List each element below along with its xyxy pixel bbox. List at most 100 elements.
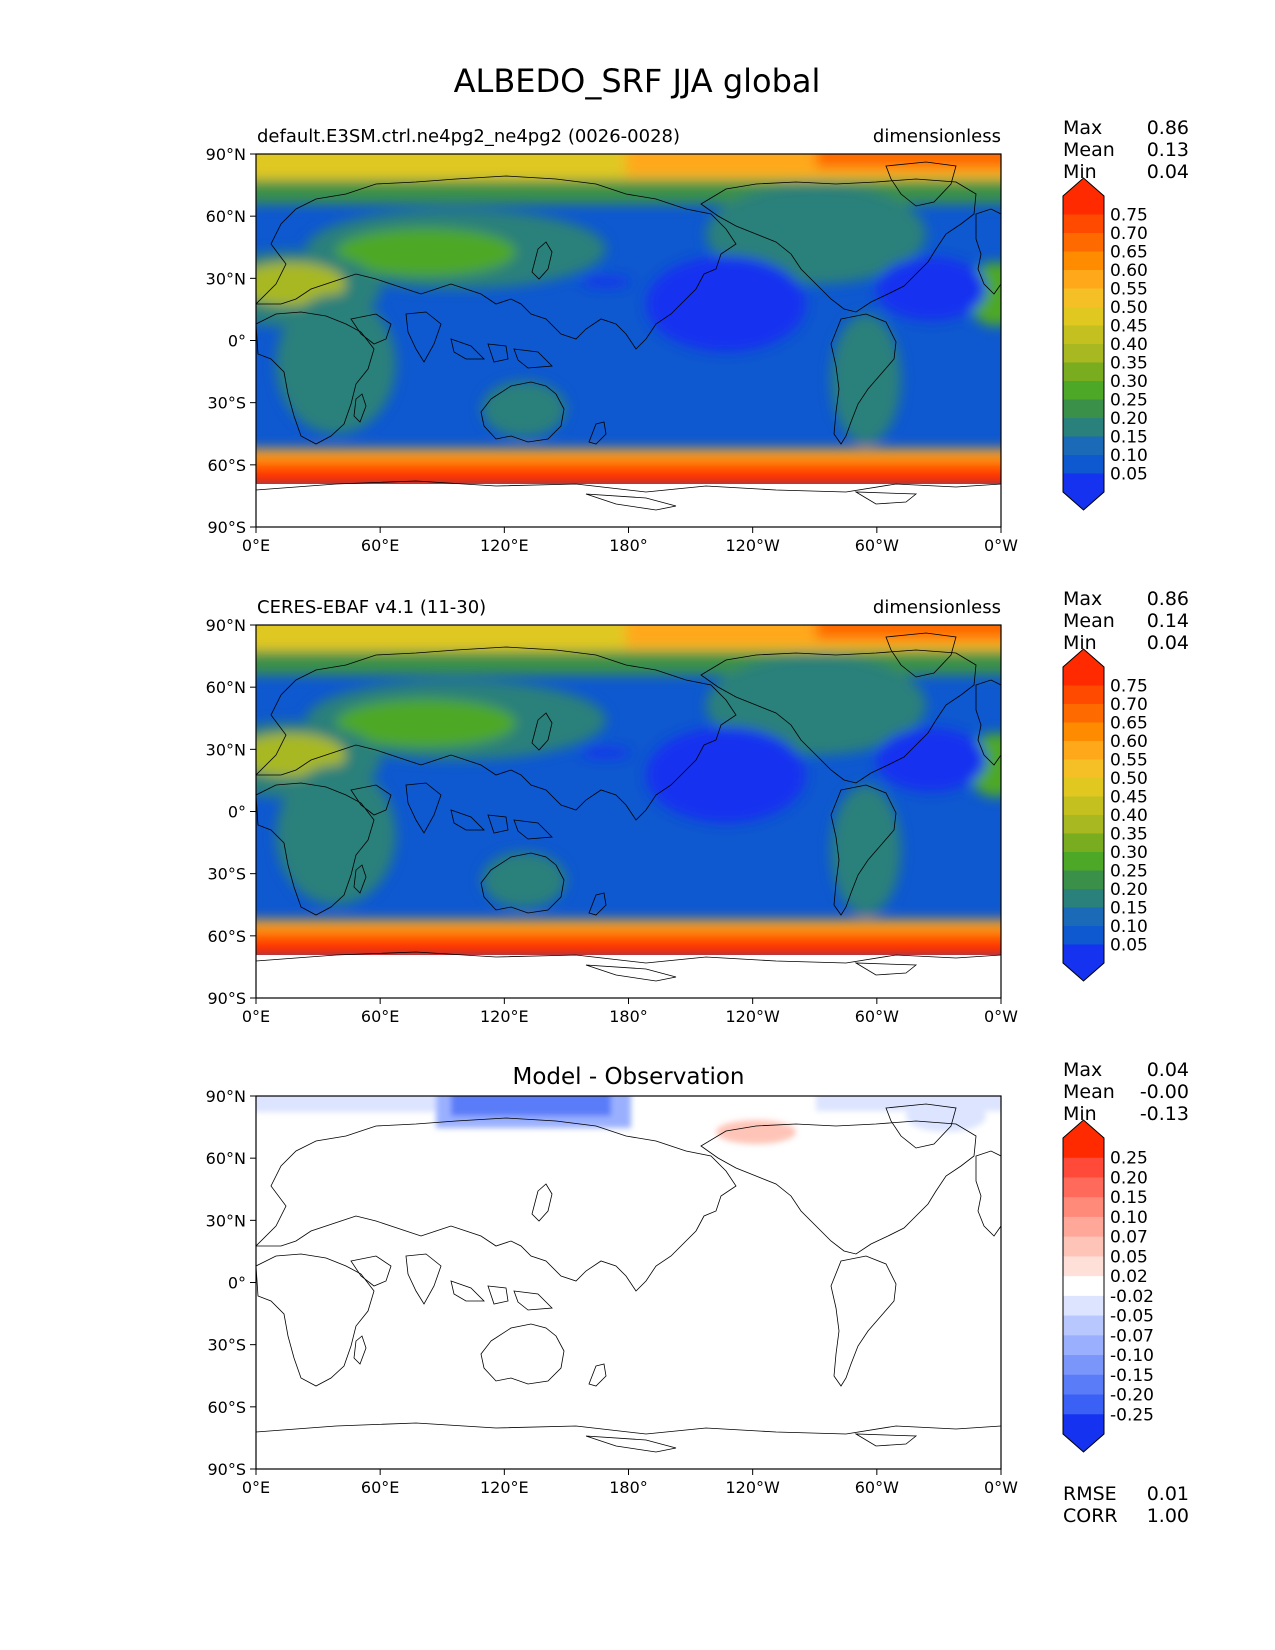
lat-tick-label: 60°S [207,456,246,475]
colorbar-swatch [1063,852,1104,871]
colorbar-swatch [1063,270,1104,289]
colorbar-tick-label: -0.02 [1110,1287,1154,1307]
colorbar-swatch [1063,399,1104,419]
colorbar-swatch [1063,251,1104,271]
lat-tick-label: 90°S [207,1460,246,1479]
lon-tick-label: 180° [609,536,648,555]
lat-tick-label: 90°N [206,145,246,164]
lon-tick-label: 0°E [242,536,270,555]
stat-label-rmse: RMSE [1063,1483,1117,1505]
colorbar-tick-label: 0.70 [1110,224,1148,244]
lon-tick-label: 0°E [242,1478,270,1497]
colorbar-outline [1062,648,1105,982]
colorbar-swatch [1063,722,1104,742]
colorbar-tick-label: 0.25 [1110,1149,1148,1169]
colorbar-tick-label: 0.40 [1110,335,1148,355]
colorbar-extend-max [1063,1120,1104,1138]
colorbar-tick-label: 0.30 [1110,372,1148,392]
colorbar-swatch [1063,1138,1104,1159]
colorbar-swatch [1063,685,1104,705]
stat-value-max: 0.04 [1147,1059,1189,1081]
colorbar-swatch [1063,833,1104,853]
colorbar-tick-label: -0.07 [1110,1326,1154,1346]
lon-tick-label: 180° [609,1478,648,1497]
lon-tick-label: 60°E [361,536,399,555]
colorbar-swatch [1063,233,1104,252]
lon-tick-label: 120°W [725,536,780,555]
colorbar-tick-label: 0.10 [1110,446,1148,466]
colorbar-swatch [1063,759,1104,779]
map-field [256,134,1001,527]
lon-tick-label: 60°W [855,1478,899,1497]
colorbar-tick-label: 0.50 [1110,298,1148,318]
lon-tick-label: 0°E [242,1007,270,1026]
lon-tick-label: 60°W [855,536,899,555]
stat-label-min: Min [1063,632,1097,654]
colorbar-tick-label: 0.55 [1110,280,1148,300]
colorbar-tick-label: 0.35 [1110,354,1148,374]
colorbar-tick-label: 0.30 [1110,843,1148,863]
colorbar-swatch [1063,870,1104,890]
colorbar-swatch [1063,1276,1104,1297]
lon-tick-label: 60°E [361,1007,399,1026]
lon-tick-label: 120°E [480,1007,529,1026]
colorbar-tick-label: 0.20 [1110,1168,1148,1188]
colorbar-swatch [1063,381,1104,400]
colorbar-swatch [1063,778,1104,797]
colorbar-swatch [1063,1256,1104,1277]
lat-tick-label: 90°S [207,518,246,537]
colorbar-swatch [1063,473,1104,493]
panel-units: dimensionless [873,126,1001,147]
colorbar-swatch [1063,889,1104,908]
colorbar-swatch [1063,288,1104,308]
colorbar-tick-label: 0.20 [1110,880,1148,900]
colorbar-swatch [1063,667,1104,686]
colorbar-tick-label: 0.15 [1110,899,1148,919]
colorbar-swatch [1063,1216,1104,1238]
stat-label-max: Max [1063,588,1102,610]
colorbar-swatch [1063,907,1104,927]
colorbar-extend-max [1063,178,1104,196]
lon-tick-label: 60°E [361,1478,399,1497]
lat-tick-label: 30°N [206,740,246,759]
stat-value-mean: 0.14 [1147,610,1189,632]
lon-tick-label: 60°W [855,1007,899,1026]
panel-title: Model - Observation [512,1064,744,1090]
colorbar-extend-min [1063,1434,1104,1452]
colorbar-tick-label: -0.15 [1110,1366,1154,1386]
map-panel-3: Model - Observation 90°N 60°N 30°N 0° 30°S 60°… [206,1059,1189,1527]
colorbar-swatch [1063,944,1104,964]
lat-tick-label: 0° [228,803,246,822]
lon-tick-label: 0°W [984,1007,1018,1026]
panel-title: CERES-EBAF v4.1 (11-30) [257,597,486,618]
lat-tick-label: 60°N [206,1149,246,1168]
colorbar-swatch [1063,926,1104,945]
colorbar-tick-label: 0.75 [1110,677,1148,697]
colorbar-swatch [1063,1315,1104,1336]
colorbar-tick-label: 0.05 [1110,1247,1148,1267]
colorbar-tick-label: 0.45 [1110,317,1148,337]
stat-value-min: -0.13 [1140,1103,1189,1125]
stat-value-min: 0.04 [1147,161,1189,183]
lat-tick-label: 60°S [207,927,246,946]
colorbar-swatch [1063,307,1104,326]
colorbar-swatch [1063,1236,1104,1257]
lon-tick-label: 180° [609,1007,648,1026]
colorbar-swatch [1063,1295,1104,1317]
stat-label-max: Max [1063,117,1102,139]
colorbar-tick-label: 0.35 [1110,825,1148,845]
colorbar-swatch [1063,1335,1104,1356]
colorbar-tick-label: 0.05 [1110,936,1148,956]
lat-tick-label: 60°N [206,678,246,697]
stat-label-min: Min [1063,1103,1097,1125]
colorbar-swatch [1063,1197,1104,1218]
colorbar-tick-label: 0.60 [1110,261,1148,281]
stat-label-min: Min [1063,161,1097,183]
colorbar-tick-label: 0.15 [1110,428,1148,448]
colorbar-swatch [1063,455,1104,474]
panel-title: default.E3SM.ctrl.ne4pg2_ne4pg2 (0026-00… [257,126,680,147]
colorbar-tick-label: -0.05 [1110,1307,1154,1327]
colorbar-swatch [1063,1414,1104,1435]
lat-tick-label: 30°N [206,269,246,288]
